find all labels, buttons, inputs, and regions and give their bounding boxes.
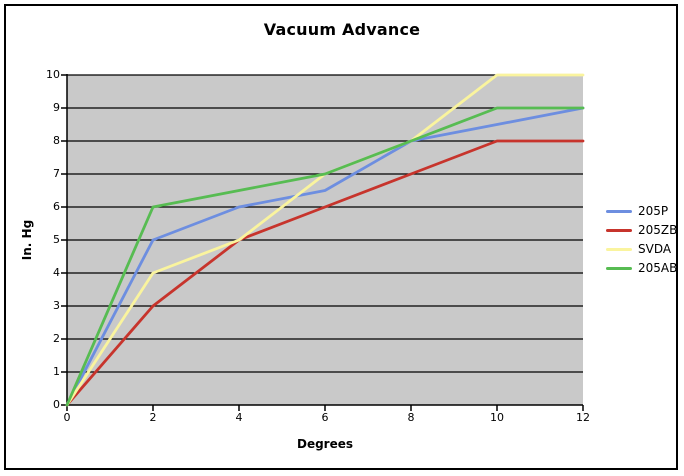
legend-label: 205AB [638,261,678,275]
chart-title: Vacuum Advance [263,20,421,39]
x-tick-label: 8 [407,411,415,424]
x-tick-label: 6 [321,411,329,424]
x-tick-label: 2 [149,411,157,424]
y-tick-label: 8 [53,134,60,147]
legend-swatch-SVDA [606,247,632,251]
legend-item-205P: 205P [606,205,677,217]
series-line-205ZB [65,139,585,407]
x-axis-title: Degrees [296,437,354,451]
y-tick-label: 10 [46,68,60,81]
y-tick-label: 4 [53,266,60,279]
legend-item-205ZB: 205ZB [606,224,677,236]
legend-swatch-205ZB [606,228,632,232]
y-tick-label: 1 [53,365,60,378]
legend-item-205AB: 205AB [606,262,677,274]
x-tick-label: 4 [235,411,243,424]
y-tick-label: 5 [53,233,60,246]
y-tick-label: 0 [53,398,60,411]
series-line-205AB [65,106,585,407]
y-tick-label: 2 [53,332,60,345]
x-tick-label: 0 [63,411,71,424]
legend-label: 205P [638,204,669,218]
x-tick-label: 12 [576,411,590,424]
y-tick-label: 3 [53,299,60,312]
x-tick-label: 10 [490,411,504,424]
series-line-205P [65,106,585,407]
y-tick-label: 6 [53,200,60,213]
legend-swatch-205AB [606,266,632,270]
legend-item-SVDA: SVDA [606,243,677,255]
legend: 205P 205ZB SVDA 205AB [606,205,677,281]
y-tick-label: 7 [53,167,60,180]
legend-label: 205ZB [638,223,678,237]
y-tick-label: 9 [53,101,60,114]
y-axis-title: In. Hg [20,219,34,261]
legend-swatch-205P [606,209,632,213]
legend-label: SVDA [638,242,672,256]
